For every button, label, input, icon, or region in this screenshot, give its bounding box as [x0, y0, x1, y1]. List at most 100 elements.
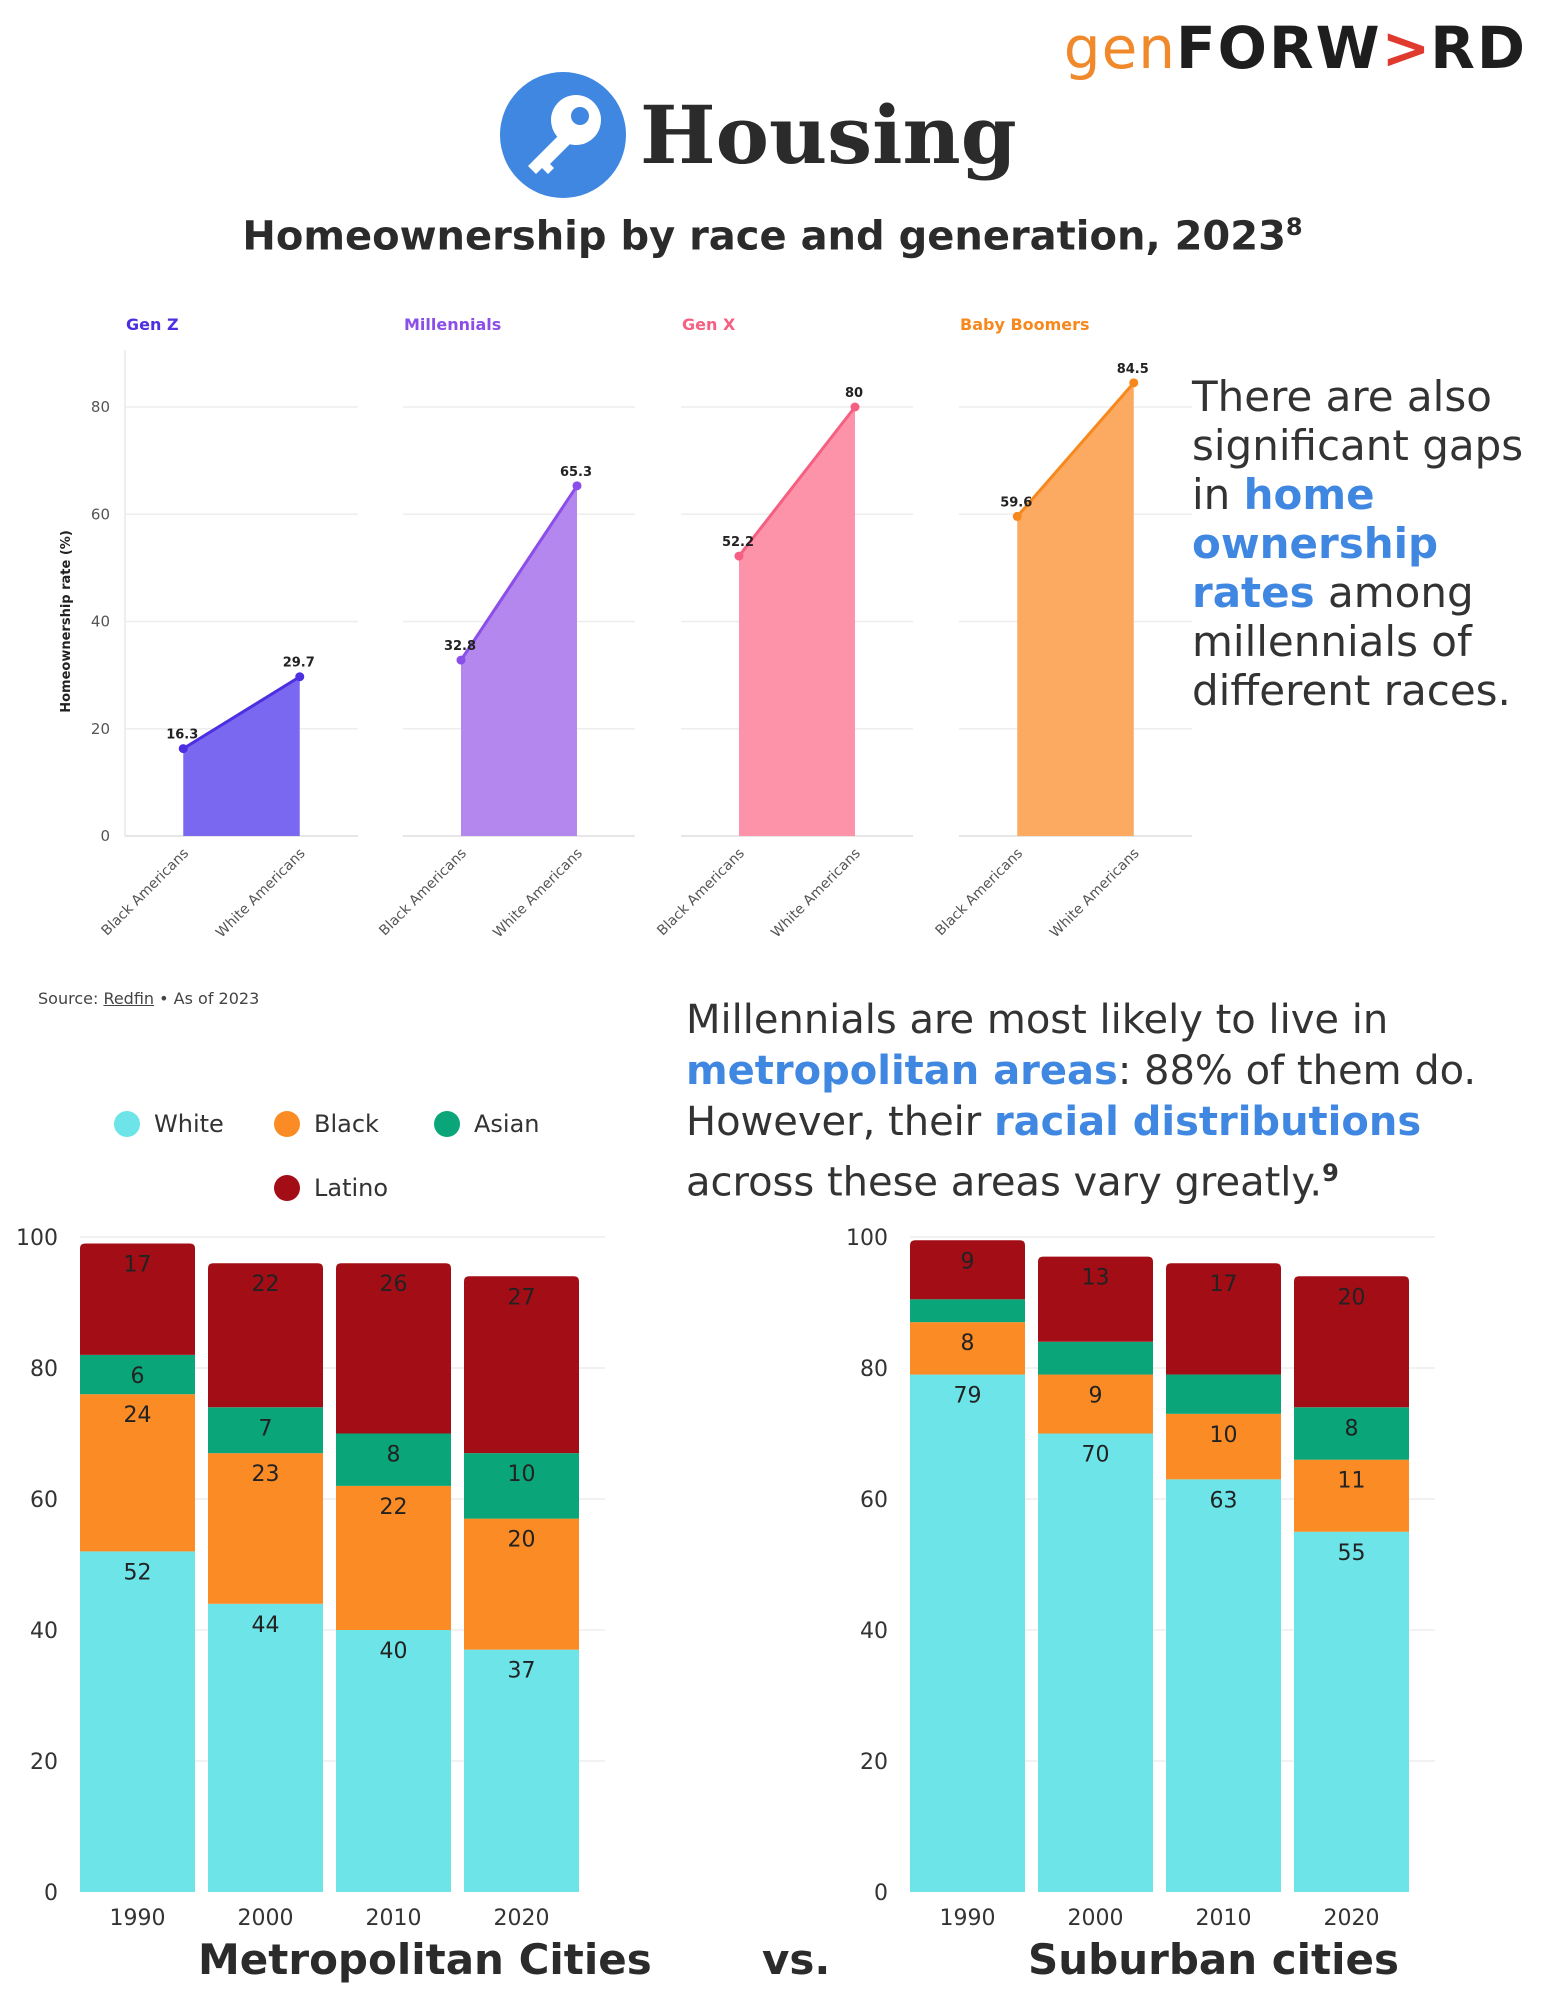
panel-title-millennials: Millennials: [404, 315, 501, 334]
metro-bar-white-2020: [464, 1649, 579, 1892]
suburban-bar-asian-1990: [910, 1299, 1025, 1323]
suburban-bar-black-1990: [910, 1322, 1025, 1375]
metropolitan-stacked-bar-chart: 0 20 40 60 80 100 52 24 6 17 1990 44 23 7 22 2000 40 22 8 2…: [16, 1226, 605, 1931]
x-category-label-gen-x-black-americans: Black Americans: [654, 846, 748, 940]
legend-label-latino: Latino: [314, 1174, 389, 1202]
line-gen-z: [182, 675, 301, 750]
suburban-segment-label-white-2000: 70: [1082, 1443, 1110, 1468]
metro-x-tick-label-1990: 1990: [110, 1906, 166, 1931]
suburban-stacked-bar-chart: 0 20 40 60 80 100 79 8 9 1990 70 9 13 2000 63 10 17 2010 5…: [846, 1226, 1435, 1931]
x-category-label-baby-boomers-white-americans: White Americans: [1047, 846, 1143, 942]
x-category-label-millennials-white-americans: White Americans: [490, 846, 586, 942]
suburban-y-tick-label-80: 80: [860, 1357, 888, 1382]
metropolitan-title: Metropolitan Cities: [198, 1935, 652, 1984]
genforward-logo: genFORW>RD: [1064, 14, 1527, 82]
point-gen-z-black-americans: [178, 744, 188, 754]
point-gen-x-white-americans: [850, 402, 860, 412]
homeownership-area-chart: Homeownership rate (%) 0 20 40 60 80 Gen Z 16.3…: [59, 315, 1192, 942]
suburban-segment-label-latino-2000: 13: [1082, 1266, 1110, 1291]
metro-segment-label-asian-1990: 6: [131, 1364, 145, 1389]
side-text-post: among millennials of different races.: [1192, 568, 1511, 715]
source-link[interactable]: Redfin: [103, 989, 155, 1008]
metro-y-tick-label-0: 0: [44, 1881, 58, 1906]
suburban-bar-white-2010: [1166, 1479, 1281, 1892]
value-label-gen-z-black-americans: 16.3: [166, 728, 198, 743]
metro-segment-label-white-2020: 37: [508, 1659, 536, 1684]
suburban-segment-label-latino-1990: 9: [961, 1249, 975, 1274]
suburban-bar-latino-2020: [1294, 1276, 1409, 1408]
panel-title-gen-x: Gen X: [682, 315, 736, 334]
mid-text-p4: across these areas vary greatly.: [686, 1159, 1323, 1206]
y-tick-label-80: 80: [91, 398, 110, 416]
point-gen-z-white-americans: [295, 672, 305, 682]
logo-forward-b: RD: [1430, 14, 1527, 82]
x-category-label-baby-boomers-black-americans: Black Americans: [933, 846, 1027, 940]
suburban-segment-label-black-2010: 10: [1210, 1423, 1238, 1448]
suburban-x-tick-label-2010: 2010: [1196, 1906, 1252, 1931]
side-annotation: There are also significant gaps in home …: [1192, 372, 1542, 715]
area-gen-x: [739, 407, 855, 836]
suburban-x-tick-label-2020: 2020: [1324, 1906, 1380, 1931]
metro-bar-asian-2010: [336, 1433, 451, 1486]
suburban-y-tick-label-0: 0: [874, 1881, 888, 1906]
suburban-bar-black-2000: [1038, 1374, 1153, 1434]
value-label-gen-x-black-americans: 52.2: [722, 535, 754, 550]
x-category-label-gen-x-white-americans: White Americans: [768, 846, 864, 942]
source-suffix: • As of 2023: [159, 989, 260, 1008]
suburban-segment-label-latino-2010: 17: [1210, 1272, 1238, 1297]
panel-title-gen-z: Gen Z: [126, 315, 179, 334]
metro-bar-asian-1990: [80, 1354, 195, 1395]
suburban-bar-white-1990: [910, 1374, 1025, 1892]
legend-dot-white: [114, 1111, 140, 1137]
metro-segment-label-black-2010: 22: [380, 1495, 408, 1520]
suburban-segment-label-black-1990: 8: [961, 1331, 975, 1356]
value-label-gen-z-white-americans: 29.7: [283, 656, 315, 671]
suburban-bar-latino-2010: [1166, 1263, 1281, 1375]
metro-segment-label-latino-2020: 27: [508, 1285, 536, 1310]
legend-item-white: White: [114, 1110, 224, 1138]
line-gen-x: [737, 406, 857, 557]
metro-segment-label-black-2020: 20: [508, 1528, 536, 1553]
metro-bar-latino-2020: [464, 1276, 579, 1454]
metro-x-tick-label-2000: 2000: [238, 1906, 294, 1931]
mid-text-highlight-1: metropolitan areas: [686, 1048, 1118, 1094]
value-label-baby-boomers-white-americans: 84.5: [1117, 362, 1149, 377]
suburban-bar-black-2020: [1294, 1459, 1409, 1532]
metro-segment-label-latino-2010: 26: [380, 1272, 408, 1297]
suburban-segment-label-latino-2020: 20: [1338, 1285, 1366, 1310]
suburban-x-tick-label-2000: 2000: [1068, 1906, 1124, 1931]
y-tick-label-40: 40: [91, 613, 110, 631]
suburban-bar-asian-2020: [1294, 1407, 1409, 1460]
metro-segment-label-black-1990: 24: [124, 1403, 152, 1428]
metro-bar-latino-1990: [80, 1243, 195, 1355]
legend-label-white: White: [154, 1110, 224, 1138]
y-tick-label-60: 60: [91, 505, 110, 523]
area-millennials: [461, 485, 577, 836]
source-note: Source: Redfin • As of 2023: [38, 989, 259, 1008]
metro-segment-label-asian-2020: 10: [508, 1462, 536, 1487]
value-label-baby-boomers-black-americans: 59.6: [1000, 495, 1032, 510]
area-gen-z: [183, 676, 300, 836]
x-category-label-gen-z-black-americans: Black Americans: [99, 846, 193, 940]
metro-y-tick-label-80: 80: [30, 1357, 58, 1382]
legend-item-asian: Asian: [434, 1110, 540, 1138]
metro-bar-white-2000: [208, 1603, 323, 1892]
metro-y-tick-label-60: 60: [30, 1488, 58, 1513]
point-millennials-black-americans: [456, 655, 466, 665]
metro-bar-white-2010: [336, 1630, 451, 1892]
metro-bar-latino-2010: [336, 1263, 451, 1434]
page-title: Housing: [640, 88, 1017, 182]
chart-title-reference: 8: [1285, 213, 1303, 241]
legend-dot-black: [274, 1111, 300, 1137]
x-category-label-millennials-black-americans: Black Americans: [376, 846, 470, 940]
suburban-bar-asian-2010: [1166, 1374, 1281, 1414]
suburban-bar-asian-2000: [1038, 1341, 1153, 1375]
point-gen-x-black-americans: [734, 551, 744, 561]
suburban-y-tick-label-40: 40: [860, 1619, 888, 1644]
mid-text-highlight-2: racial distributions: [993, 1099, 1422, 1145]
side-text-highlight: home ownership rates: [1192, 470, 1439, 617]
metro-bar-asian-2020: [464, 1453, 579, 1519]
chart-title: Homeownership by race and generation, 20…: [0, 213, 1545, 259]
suburban-bar-latino-1990: [910, 1240, 1025, 1300]
logo-arrow: >: [1381, 14, 1431, 82]
